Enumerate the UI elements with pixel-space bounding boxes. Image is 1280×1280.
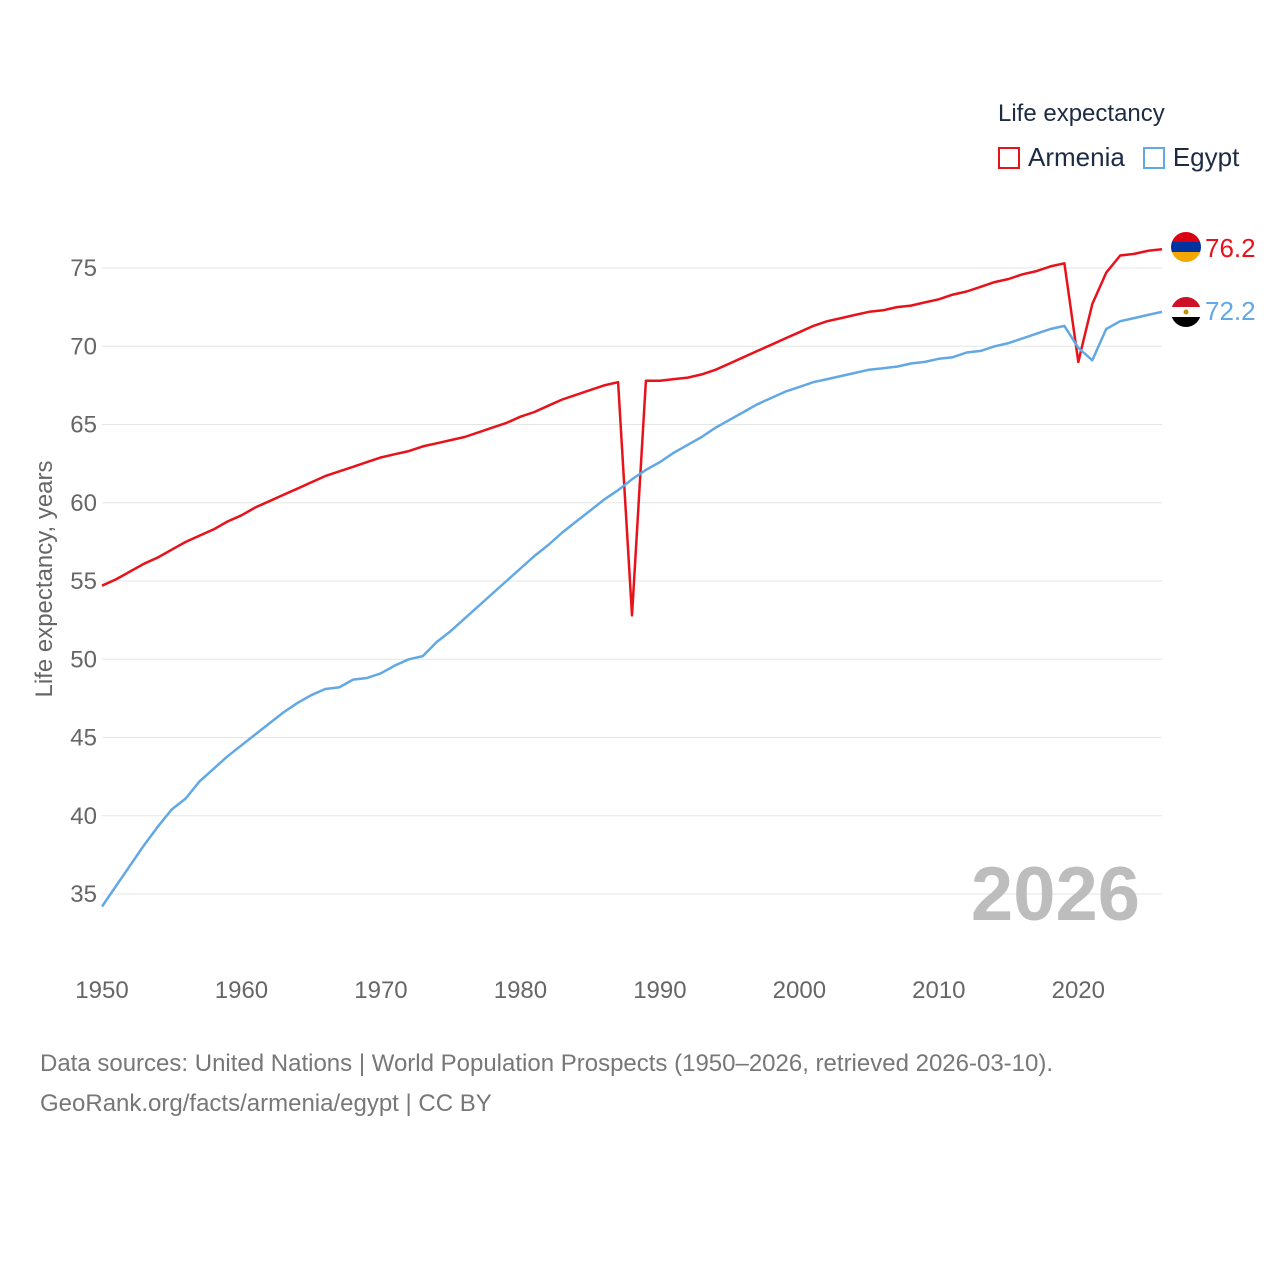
legend-swatch-armenia xyxy=(998,146,1020,169)
legend-swatch-egypt xyxy=(1142,146,1165,169)
y-tick-label: 45 xyxy=(70,725,97,752)
y-tick-label: 70 xyxy=(70,333,97,360)
y-tick-label: 60 xyxy=(70,490,97,517)
x-axis-ticks: 1950 1960 1970 1980 1990 2000 2010 2020 xyxy=(75,977,1105,1004)
y-tick-label: 50 xyxy=(70,646,97,673)
y-tick-label: 75 xyxy=(70,255,97,282)
y-axis-ticks: 35 40 45 50 55 60 65 70 75 xyxy=(70,255,97,908)
source-line-1: Data sources: United Nations | World Pop… xyxy=(40,1050,1054,1077)
x-tick-label: 1960 xyxy=(215,977,268,1004)
legend-label-armenia: Armenia xyxy=(1028,142,1125,172)
source-line-2[interactable]: GeoRank.org/facts/armenia/egypt | CC BY xyxy=(40,1090,492,1117)
legend-title: Life expectancy xyxy=(998,100,1165,127)
gridlines xyxy=(102,267,1162,895)
y-tick-label: 55 xyxy=(70,568,97,595)
x-tick-label: 2010 xyxy=(912,977,965,1004)
legend-label-egypt: Egypt xyxy=(1172,142,1240,172)
x-tick-label: 1990 xyxy=(633,977,686,1004)
y-tick-label: 40 xyxy=(70,803,97,830)
x-tick-label: 2020 xyxy=(1052,977,1105,1004)
y-tick-label: 65 xyxy=(70,412,97,439)
x-tick-label: 2000 xyxy=(773,977,826,1004)
series-lines xyxy=(100,247,1163,908)
end-label-armenia: 76.2 xyxy=(1205,233,1256,263)
y-axis-label: Life expectancy, years xyxy=(31,460,58,697)
egypt-flag-icon xyxy=(1171,297,1201,327)
x-tick-label: 1980 xyxy=(494,977,547,1004)
legend-item-egypt[interactable]: Egypt xyxy=(1142,142,1240,173)
legend-item-armenia[interactable]: Armenia xyxy=(998,142,1125,173)
source-note: Data sources: United Nations | World Pop… xyxy=(40,1044,1053,1124)
x-tick-label: 1970 xyxy=(354,977,407,1004)
end-label-egypt: 72.2 xyxy=(1205,296,1256,326)
y-tick-label: 35 xyxy=(70,881,97,908)
current-year-label: 2026 xyxy=(971,852,1140,937)
armenia-flag-icon xyxy=(1171,232,1201,262)
end-labels: 76.2 72.2 xyxy=(1205,233,1256,326)
legend: Armenia Egypt xyxy=(998,142,1257,173)
series-line-egypt xyxy=(100,310,1163,908)
series-line-armenia xyxy=(101,247,1163,617)
x-tick-label: 1950 xyxy=(75,977,128,1004)
